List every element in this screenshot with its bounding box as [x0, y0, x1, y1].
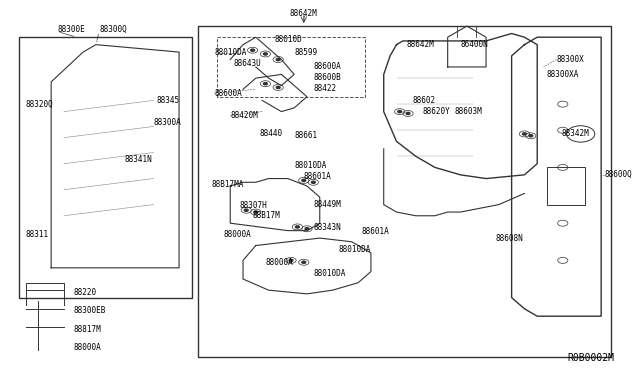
Text: 88311: 88311 — [26, 230, 49, 239]
Text: 88300EB: 88300EB — [74, 306, 106, 315]
Circle shape — [251, 49, 255, 51]
Text: 88010DA: 88010DA — [339, 246, 371, 254]
Circle shape — [305, 228, 309, 230]
Text: 88300XA: 88300XA — [547, 70, 579, 79]
Text: 88000A: 88000A — [74, 343, 101, 352]
Text: 88608N: 88608N — [495, 234, 524, 243]
Text: 88600B: 88600B — [314, 73, 341, 82]
Circle shape — [276, 58, 280, 61]
Text: 88599: 88599 — [294, 48, 317, 57]
Text: 88343N: 88343N — [314, 223, 341, 232]
Text: 88342M: 88342M — [561, 129, 589, 138]
Text: 88010DA: 88010DA — [294, 161, 326, 170]
Text: 88010DA: 88010DA — [214, 48, 246, 57]
Text: 88620Y: 88620Y — [422, 107, 450, 116]
Text: 88642M: 88642M — [406, 40, 434, 49]
Circle shape — [312, 181, 316, 183]
Text: 88600A: 88600A — [314, 62, 341, 71]
Text: 88300E: 88300E — [58, 25, 85, 34]
Circle shape — [529, 135, 532, 137]
Circle shape — [398, 110, 402, 113]
Text: R0B0002M: R0B0002M — [567, 353, 614, 363]
Circle shape — [522, 133, 526, 135]
Text: 88817M: 88817M — [74, 325, 101, 334]
Circle shape — [254, 211, 258, 213]
Circle shape — [289, 259, 293, 262]
Text: 88440: 88440 — [259, 129, 282, 138]
Text: 88643U: 88643U — [234, 59, 261, 68]
Text: 88449M: 88449M — [314, 200, 341, 209]
Text: 88307H: 88307H — [240, 201, 268, 210]
Text: 88220: 88220 — [74, 288, 97, 296]
Text: 88B17MA: 88B17MA — [211, 180, 243, 189]
Circle shape — [244, 209, 248, 211]
Text: 88300X: 88300X — [556, 55, 584, 64]
Text: 88300Q: 88300Q — [99, 25, 127, 34]
Text: 88000A: 88000A — [266, 258, 293, 267]
Text: 88000A: 88000A — [224, 230, 252, 239]
Text: 88602: 88602 — [413, 96, 436, 105]
Text: 88320Q: 88320Q — [26, 100, 53, 109]
Text: 88010D: 88010D — [275, 35, 303, 44]
Text: 88300A: 88300A — [154, 118, 181, 127]
Text: 88345: 88345 — [157, 96, 180, 105]
Text: 88600Q: 88600Q — [604, 170, 632, 179]
Circle shape — [302, 179, 306, 182]
Bar — [547, 167, 585, 205]
Text: 88600A: 88600A — [214, 89, 242, 97]
Text: 88420M: 88420M — [230, 111, 258, 120]
Text: 88010DA: 88010DA — [314, 269, 346, 278]
Circle shape — [264, 83, 268, 85]
Text: 88422: 88422 — [314, 84, 337, 93]
Bar — [198, 26, 611, 357]
Circle shape — [302, 261, 306, 263]
Text: 88B17M: 88B17M — [253, 211, 280, 220]
Circle shape — [296, 226, 300, 228]
Circle shape — [264, 53, 268, 55]
Text: 86400N: 86400N — [460, 40, 488, 49]
Text: 88601A: 88601A — [362, 227, 389, 236]
Circle shape — [276, 86, 280, 89]
Text: 88601A: 88601A — [304, 172, 332, 181]
Text: 88341N: 88341N — [125, 155, 152, 164]
Text: 88661: 88661 — [294, 131, 317, 140]
Text: 88642M: 88642M — [290, 9, 317, 17]
Text: 88603M: 88603M — [454, 107, 482, 116]
Bar — [19, 37, 192, 298]
Circle shape — [406, 112, 410, 115]
